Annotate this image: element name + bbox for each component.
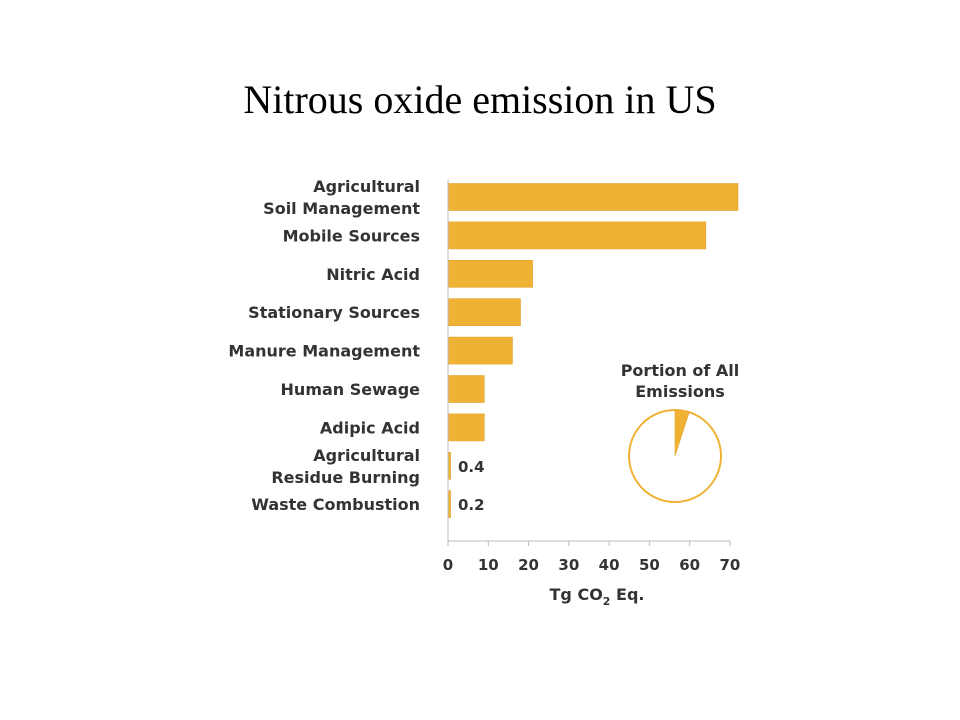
x-axis-title: Tg CO2 Eq. xyxy=(550,585,645,608)
x-axis-title-sub: 2 xyxy=(603,595,611,608)
data-label: 0.2 xyxy=(458,496,485,514)
category-label: Nitric Acid xyxy=(326,265,420,284)
category-label: Manure Management xyxy=(228,342,420,361)
bar xyxy=(447,413,485,442)
category-label-line: Waste Combustion xyxy=(251,495,420,514)
category-label: Agricultural Residue Burning xyxy=(271,446,420,487)
x-axis-title-suffix: Eq. xyxy=(610,585,644,604)
inset-title-line: Emissions xyxy=(635,382,725,401)
category-label: Agricultural Soil Management xyxy=(263,177,420,218)
category-label: Adipic Acid xyxy=(320,418,420,437)
inset-title-line: Portion of All xyxy=(621,361,740,380)
category-label: Mobile Sources xyxy=(283,226,420,245)
bar xyxy=(447,375,485,403)
category-label-line: Agricultural xyxy=(313,446,420,465)
category-label-line: Adipic Acid xyxy=(320,418,420,437)
x-tick-label: 30 xyxy=(558,556,579,574)
category-label-line: Agricultural xyxy=(313,177,420,196)
category-label-line: Residue Burning xyxy=(271,468,420,487)
category-label-line: Stationary Sources xyxy=(248,303,420,322)
category-label: Waste Combustion xyxy=(251,495,420,514)
x-tick-label: 50 xyxy=(639,556,660,574)
x-tick-label: 70 xyxy=(720,556,741,574)
bar-group xyxy=(447,183,739,519)
bar xyxy=(447,259,533,288)
x-axis: 0 10 20 30 40 50 60 70 Tg CO2 Eq. xyxy=(443,179,741,608)
category-label-line: Nitric Acid xyxy=(326,265,420,284)
category-label: Human Sewage xyxy=(281,380,421,399)
bar xyxy=(447,183,739,211)
x-tick-label: 0 xyxy=(443,556,453,574)
inset-title: Portion of All Emissions xyxy=(621,361,740,401)
portion-pie: Portion of All Emissions xyxy=(621,361,740,503)
x-tick-label: 60 xyxy=(679,556,700,574)
category-labels: Agricultural Soil Management Mobile Source… xyxy=(228,177,420,514)
pie-slice-nitrous-oxide xyxy=(674,409,690,457)
x-tick-label: 10 xyxy=(478,556,499,574)
category-label: Stationary Sources xyxy=(248,303,420,322)
category-label-line: Manure Management xyxy=(228,342,420,361)
value-labels: 0.4 0.2 xyxy=(458,458,485,514)
category-label-line: Human Sewage xyxy=(281,380,421,399)
x-tick-label: 20 xyxy=(518,556,539,574)
bar xyxy=(447,221,707,250)
category-label-line: Mobile Sources xyxy=(283,226,420,245)
data-label: 0.4 xyxy=(458,458,485,476)
x-tick-label: 40 xyxy=(599,556,620,574)
category-label-line: Soil Management xyxy=(263,199,420,218)
x-axis-title-main: Tg CO xyxy=(550,585,603,604)
slide-title: Nitrous oxide emission in US xyxy=(243,77,717,122)
bar xyxy=(447,336,513,365)
bar xyxy=(447,298,521,327)
